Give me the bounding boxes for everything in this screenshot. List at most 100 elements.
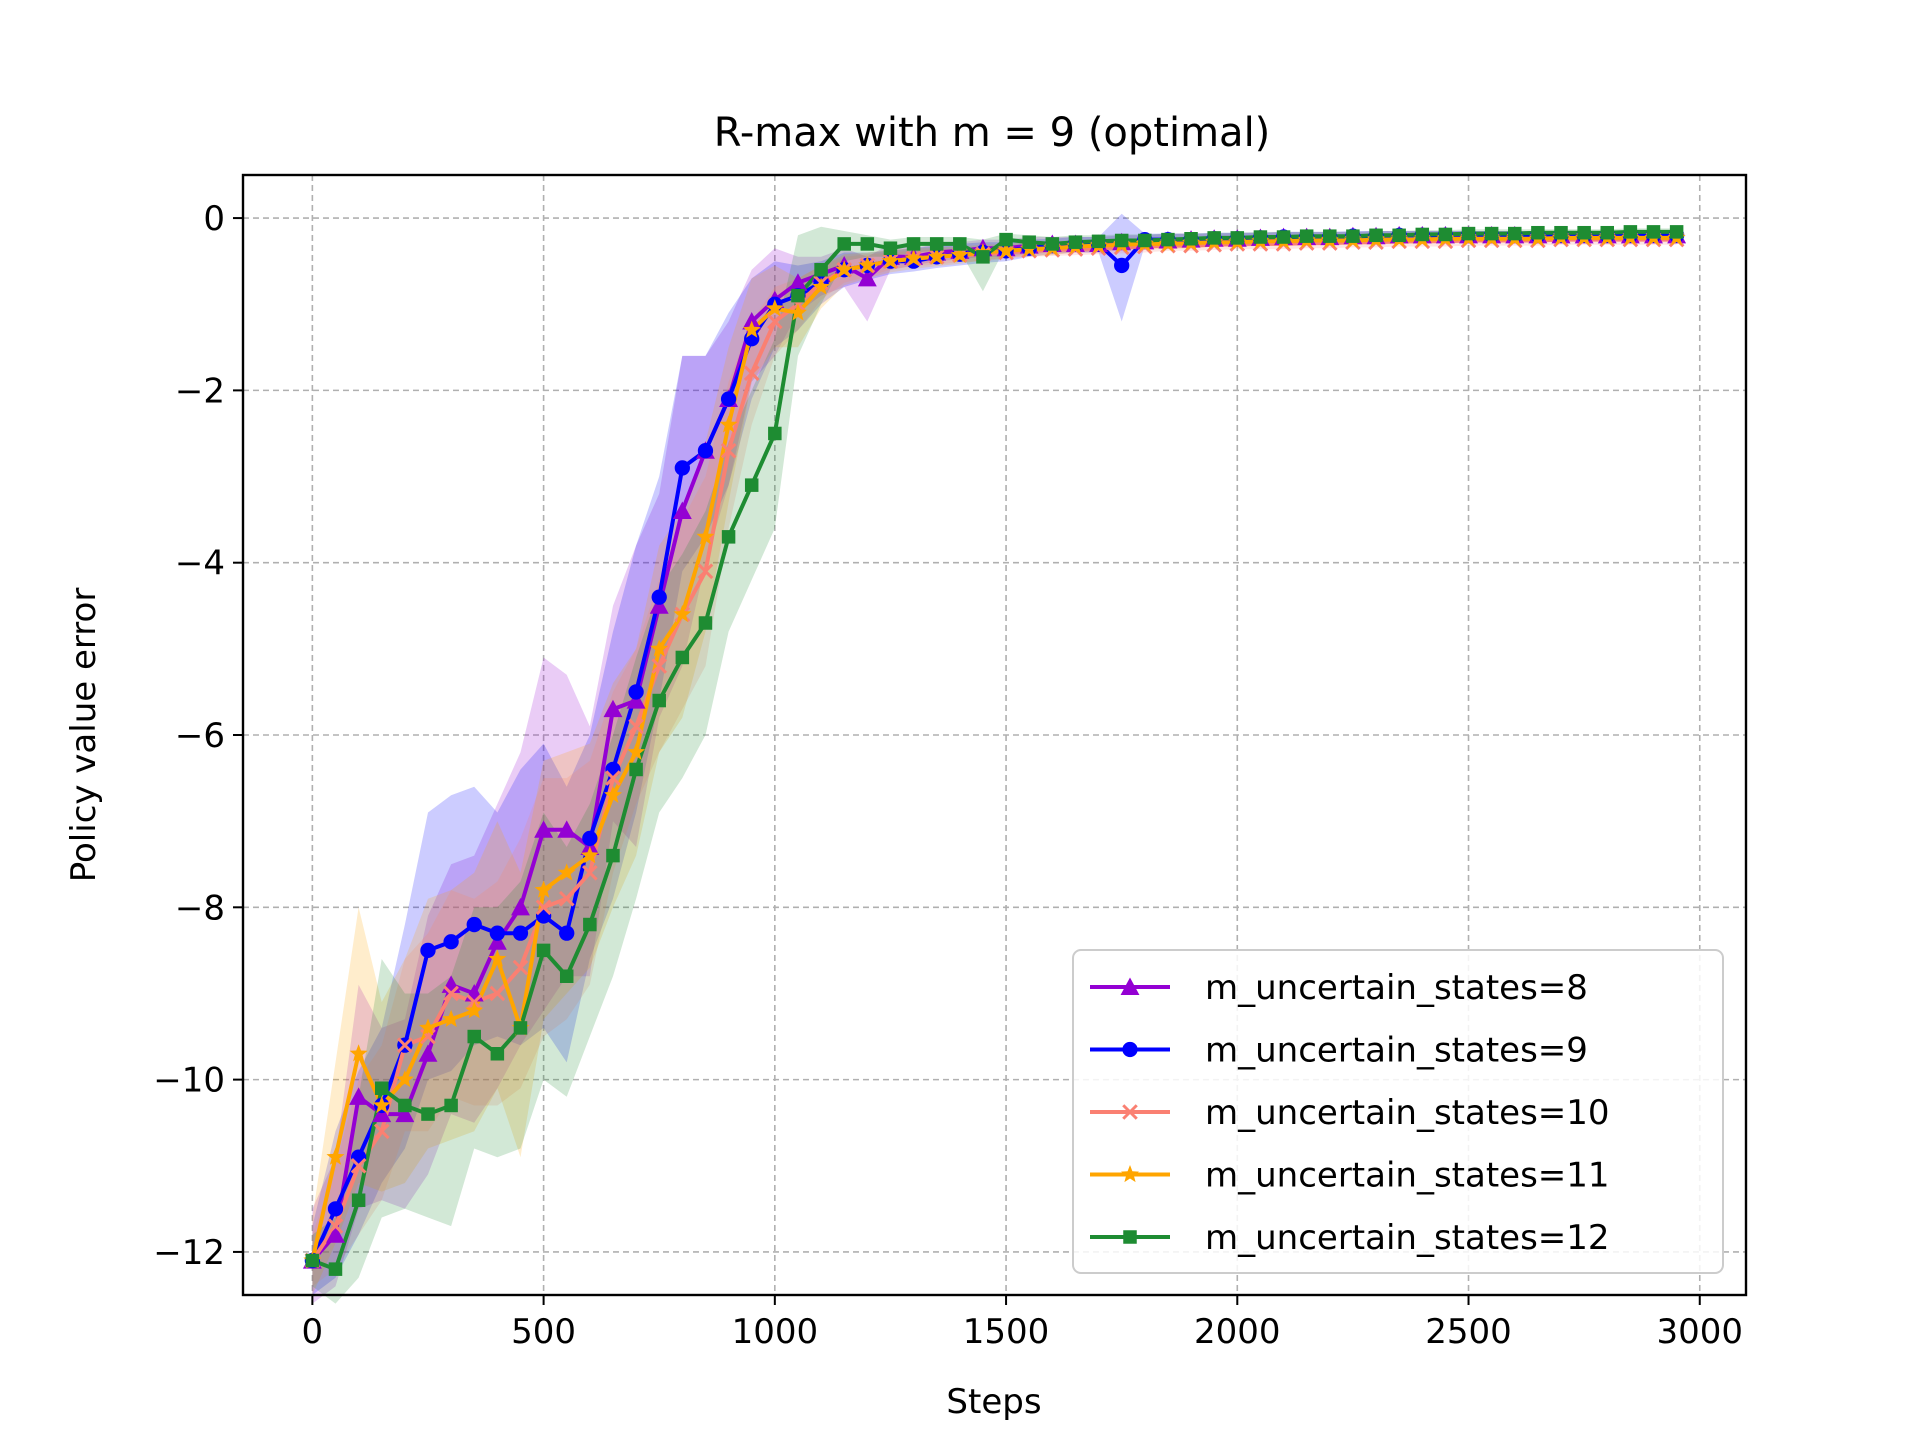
legend-label: m_uncertain_states=12 <box>1205 1218 1610 1258</box>
data-point <box>857 268 877 287</box>
data-point <box>1508 226 1522 241</box>
data-point <box>812 277 831 295</box>
data-point <box>626 691 646 709</box>
data-point <box>1623 225 1638 239</box>
data-point <box>443 985 459 1002</box>
data-point <box>606 848 620 863</box>
confidence-bands <box>312 213 1677 1304</box>
chart-title: R-max with m = 9 (optimal) <box>714 110 1271 156</box>
data-point <box>906 237 921 251</box>
data-point <box>742 320 761 338</box>
data-point <box>904 249 923 267</box>
data-point <box>835 260 854 278</box>
confidence-band <box>312 226 1677 1304</box>
y-axis: 0 −2 −4 −6 −8 −10 −12 <box>153 199 243 1273</box>
data-point <box>603 699 623 718</box>
data-point <box>1022 235 1036 249</box>
data-point <box>1253 230 1268 244</box>
data-point <box>395 1104 415 1123</box>
data-point <box>349 1087 369 1105</box>
legend: m_uncertain_states=8 m_uncertain_states=9… <box>1072 949 1724 1274</box>
data-point <box>814 263 828 277</box>
data-point <box>950 245 969 263</box>
data-point <box>350 1157 367 1174</box>
data-point <box>489 985 506 1002</box>
data-point <box>789 303 807 321</box>
confidence-band <box>312 231 1677 1304</box>
data-point <box>698 616 713 630</box>
data-point <box>927 247 946 265</box>
data-point <box>398 1098 412 1113</box>
data-point <box>444 1098 458 1113</box>
data-point <box>649 596 669 614</box>
data-point <box>580 846 599 864</box>
data-point <box>373 1123 390 1140</box>
data-point <box>1207 231 1221 245</box>
x-tick-label: 3000 <box>1656 1312 1743 1352</box>
x-tick-label: 0 <box>302 1312 324 1352</box>
legend-marker <box>1123 1230 1137 1244</box>
data-point <box>997 241 1015 259</box>
data-point <box>858 256 877 274</box>
data-point <box>743 365 760 381</box>
data-point <box>1392 228 1406 243</box>
data-point <box>397 1037 413 1053</box>
data-point <box>1415 227 1430 242</box>
data-point <box>1461 226 1476 241</box>
data-point <box>1114 257 1130 274</box>
data-point <box>487 932 507 950</box>
data-point <box>534 880 553 898</box>
data-point <box>651 589 667 605</box>
confidence-band <box>312 234 1677 1295</box>
data-point <box>628 718 644 735</box>
data-point <box>929 237 944 251</box>
data-point <box>1299 229 1314 243</box>
data-point <box>605 770 621 786</box>
legend-label: m_uncertain_states=9 <box>1205 1031 1588 1071</box>
data-point <box>557 863 576 881</box>
legend-label: m_uncertain_states=8 <box>1205 968 1588 1008</box>
data-point <box>443 934 459 950</box>
data-point <box>327 1201 344 1217</box>
data-point <box>720 442 737 459</box>
data-point <box>719 415 738 433</box>
data-point <box>1184 232 1198 246</box>
data-point <box>1161 232 1175 247</box>
data-point <box>580 837 600 856</box>
data-point <box>558 890 575 907</box>
data-point <box>465 1001 484 1019</box>
x-axis: 0 500 1000 1500 2000 2500 3000 <box>302 1295 1743 1352</box>
legend-marker <box>1121 1165 1139 1183</box>
data-point <box>490 1047 505 1061</box>
data-point <box>675 650 690 665</box>
data-point <box>651 658 668 674</box>
data-point <box>513 1021 528 1035</box>
data-point <box>604 785 622 803</box>
data-point <box>673 604 692 622</box>
data-point <box>372 1104 392 1123</box>
data-point <box>1438 227 1453 242</box>
data-point <box>1669 225 1684 239</box>
data-point <box>1276 230 1291 244</box>
data-point <box>467 1029 481 1044</box>
data-point <box>420 942 436 959</box>
data-point <box>976 250 990 264</box>
data-point <box>788 273 808 291</box>
legend-label: m_uncertain_states=10 <box>1205 1093 1610 1133</box>
data-point <box>999 232 1013 247</box>
data-point <box>697 443 714 459</box>
y-axis-label: Policy value error <box>64 588 104 883</box>
data-point <box>1600 225 1615 240</box>
data-point <box>768 426 782 441</box>
data-point <box>696 527 715 545</box>
legend-marker <box>1122 1104 1138 1120</box>
data-point <box>583 917 597 932</box>
data-point <box>328 1262 343 1276</box>
x-tick-label: 1500 <box>963 1312 1050 1352</box>
data-point <box>674 460 690 476</box>
data-point <box>791 288 805 303</box>
data-point <box>418 1044 438 1062</box>
x-axis-label: Steps <box>946 1382 1041 1422</box>
legend-box <box>1072 949 1724 1274</box>
data-point <box>557 820 577 838</box>
